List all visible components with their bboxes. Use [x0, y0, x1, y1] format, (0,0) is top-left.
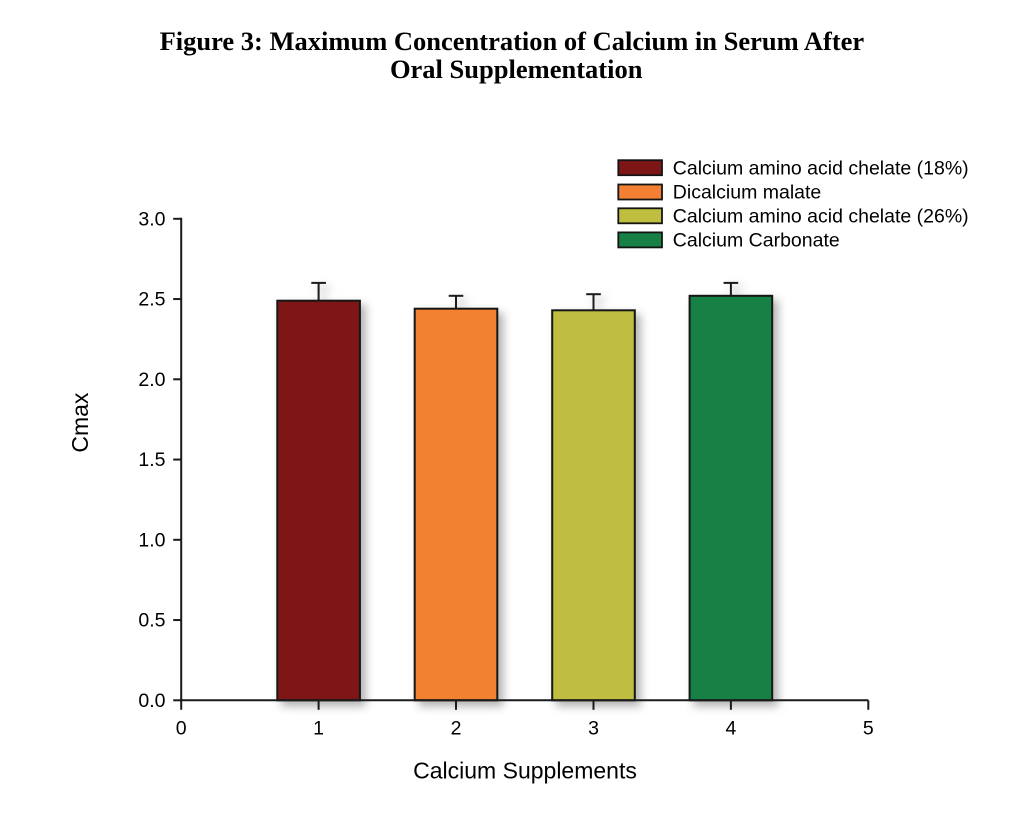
svg-text:3.0: 3.0	[138, 208, 165, 230]
svg-text:4: 4	[725, 718, 736, 740]
svg-text:0: 0	[176, 718, 187, 740]
svg-text:Cmax: Cmax	[67, 392, 93, 453]
svg-text:2.0: 2.0	[138, 369, 165, 391]
svg-text:2: 2	[451, 718, 462, 740]
svg-text:0.0: 0.0	[138, 690, 165, 712]
svg-text:1.5: 1.5	[138, 449, 165, 471]
svg-text:1: 1	[313, 718, 324, 740]
svg-text:0.5: 0.5	[138, 610, 165, 632]
svg-text:Calcium amino acid chelate (18: Calcium amino acid chelate (18%)	[673, 157, 969, 179]
svg-text:5: 5	[863, 718, 874, 740]
svg-text:Calcium Supplements: Calcium Supplements	[413, 758, 637, 784]
svg-text:Dicalcium malate: Dicalcium malate	[673, 182, 821, 204]
svg-text:Figure 3: Maximum Concentratio: Figure 3: Maximum Concentration of Calci…	[160, 26, 865, 56]
svg-text:2.5: 2.5	[138, 289, 165, 311]
svg-text:1.0: 1.0	[138, 529, 165, 551]
svg-text:3: 3	[588, 718, 599, 740]
svg-text:Calcium amino acid chelate (26: Calcium amino acid chelate (26%)	[673, 206, 969, 228]
svg-text:Oral Supplementation: Oral Supplementation	[390, 54, 643, 84]
svg-text:Calcium Carbonate: Calcium Carbonate	[673, 230, 840, 252]
